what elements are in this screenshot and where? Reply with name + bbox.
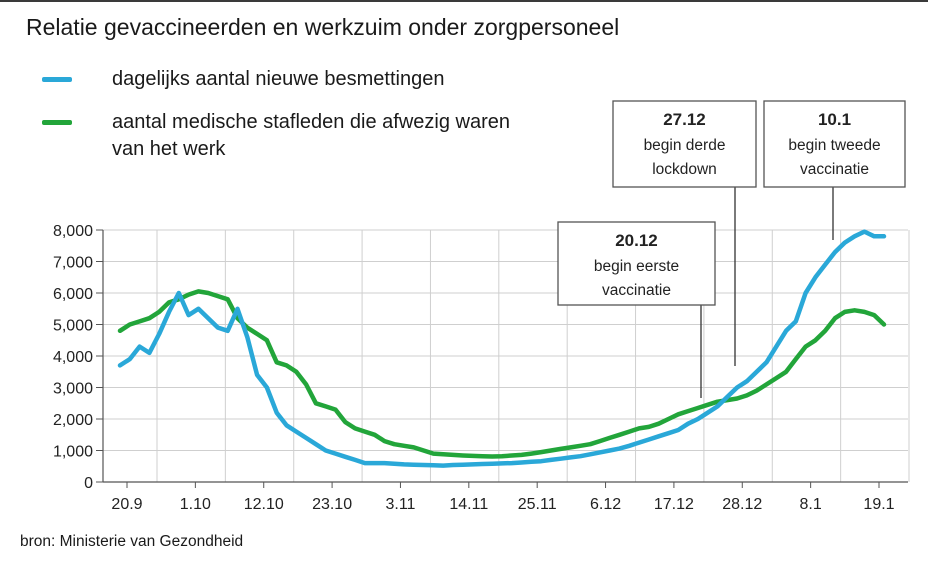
x-tick-label: 23.10 — [312, 496, 352, 513]
x-tick-label: 3.11 — [385, 496, 415, 513]
y-tick-label: 8,000 — [53, 223, 93, 240]
annotation-text: vaccinatie — [800, 161, 869, 178]
series-line-absent — [117, 289, 887, 459]
x-tick-label: 12.10 — [244, 496, 284, 513]
y-tick-label: 5,000 — [53, 318, 93, 335]
x-tick-label: 20.9 — [111, 496, 142, 513]
y-tick-label: 7,000 — [53, 255, 93, 272]
y-tick-label: 1,000 — [53, 444, 93, 461]
y-tick-label: 2,000 — [53, 412, 93, 429]
y-tick-label: 6,000 — [53, 286, 93, 303]
legend-label-absent: aantal medische stafleden die afwezig wa… — [112, 111, 511, 160]
annotation-text: begin eerste — [594, 258, 679, 275]
legend-item-absent: aantal medische stafleden die afwezig wa… — [42, 109, 532, 163]
annotation-box — [763, 100, 906, 188]
x-tick-label: 17.12 — [654, 496, 694, 513]
annotation-text: begin derde — [644, 137, 726, 154]
x-tick-label: 25.11 — [518, 496, 557, 513]
x-tick-label: 19.1 — [863, 496, 894, 513]
annotation-text: vaccinatie — [602, 282, 671, 299]
x-tick-label: 14.11 — [449, 496, 488, 513]
annotation-date: 20.12 — [615, 231, 658, 250]
x-tick-label: 6.12 — [590, 496, 621, 513]
legend-swatch-absent — [42, 120, 72, 125]
x-tick-label: 8.1 — [800, 496, 822, 513]
legend-label-infections: dagelijks aantal nieuwe besmettingen — [112, 68, 445, 90]
annotation-date: 10.1 — [818, 110, 851, 129]
series-line-infections — [117, 229, 887, 468]
annotation-box — [557, 221, 716, 306]
x-tick-label: 1.10 — [180, 496, 211, 513]
legend-item-infections: dagelijks aantal nieuwe besmettingen — [42, 66, 444, 93]
annotation-text: lockdown — [652, 161, 717, 178]
y-tick-label: 0 — [84, 475, 93, 492]
y-tick-label: 4,000 — [53, 349, 93, 366]
source-note: bron: Ministerie van Gezondheid — [20, 533, 244, 550]
top-border — [0, 0, 928, 2]
x-tick-label: 28.12 — [722, 496, 762, 513]
annotation-box — [612, 100, 757, 188]
chart-title: Relatie gevaccineerden en werkzuim onder… — [26, 14, 620, 40]
y-tick-label: 3,000 — [53, 381, 93, 398]
annotation-date: 27.12 — [663, 110, 706, 129]
annotation-text: begin tweede — [788, 137, 880, 154]
legend-swatch-infections — [42, 77, 72, 82]
